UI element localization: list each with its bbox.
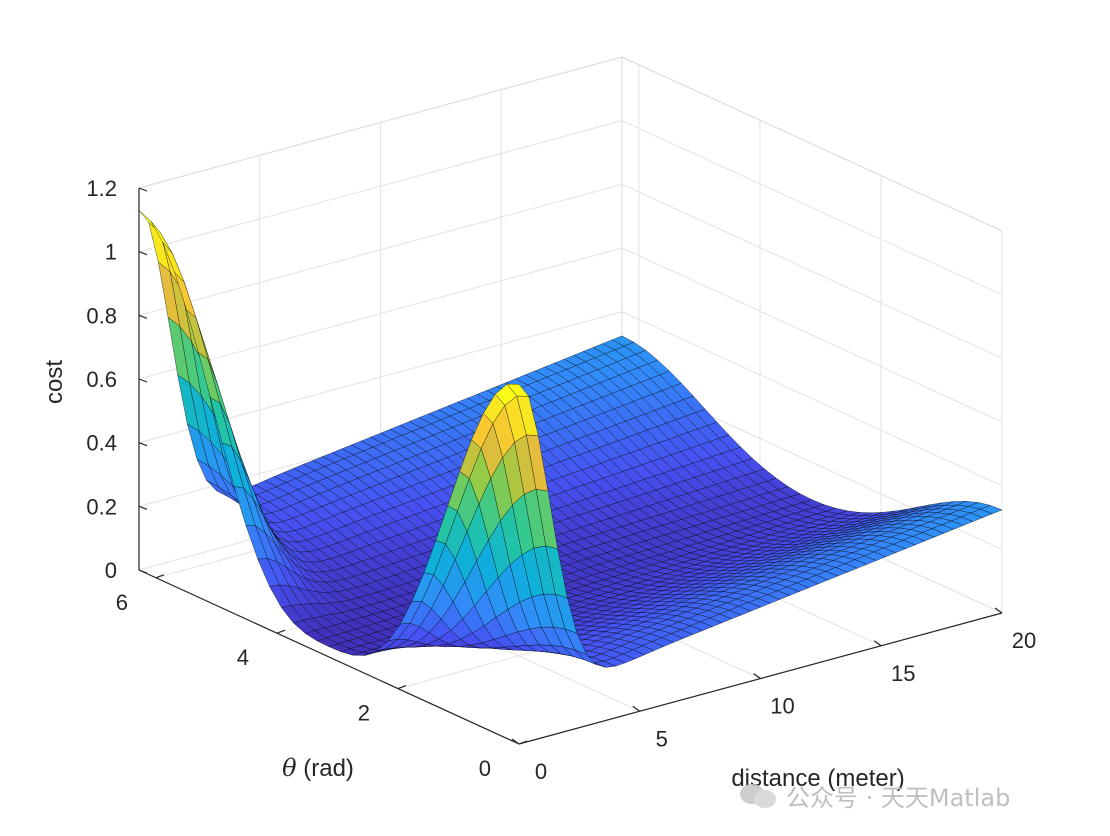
grid-line: [621, 183, 1003, 359]
y-tick-label: 4: [237, 645, 249, 670]
z-tick-label: 0.8: [86, 303, 117, 328]
z-tick: [138, 314, 148, 319]
z-tick-label: 1: [105, 240, 117, 265]
y-tick: [397, 685, 407, 690]
wechat-icon: [738, 780, 778, 810]
y-tick: [518, 740, 528, 745]
grid-line: [138, 247, 623, 380]
y-tick-label: 0: [479, 756, 491, 781]
z-tick: [138, 505, 148, 510]
z-tick: [138, 378, 148, 383]
axis-line: [138, 569, 520, 745]
box-edge: [621, 56, 1003, 232]
x-tick: [873, 640, 882, 647]
z-axis-label: cost: [41, 360, 68, 404]
z-tick-label: 0: [105, 558, 117, 583]
z-tick: [138, 442, 148, 447]
x-tick: [753, 673, 761, 679]
grid-line: [138, 120, 623, 253]
y-tick: [155, 574, 165, 579]
x-tick-label: 20: [1012, 628, 1036, 653]
grid-line: [138, 183, 623, 316]
watermark: 公众号 · 天天Matlab: [738, 778, 1010, 812]
z-tick: [138, 251, 148, 256]
x-tick: [632, 705, 641, 712]
surface-patch: [506, 383, 530, 397]
y-axis-label: θ (rad): [282, 754, 354, 782]
x-tick-label: 10: [770, 694, 794, 719]
y-tick-label: 6: [116, 590, 128, 615]
cost-surface: [138, 210, 1003, 668]
x-tick: [994, 607, 1003, 614]
z-tick-label: 1.2: [86, 176, 117, 201]
x-tick-label: 15: [891, 661, 915, 686]
box-edge: [138, 56, 623, 189]
z-tick-label: 0.2: [86, 494, 117, 519]
y-tick: [276, 629, 286, 634]
y-tick-label: 2: [358, 701, 370, 726]
z-tick: [138, 569, 148, 574]
z-tick-label: 0.6: [86, 367, 117, 392]
z-tick-label: 0.4: [86, 431, 117, 456]
watermark-text: 公众号 · 天天Matlab: [786, 783, 1011, 812]
x-tick-label: 5: [656, 726, 668, 751]
axes-lines: [138, 187, 1003, 745]
grid-line: [621, 247, 1003, 423]
z-tick: [138, 187, 148, 192]
tick-labels: 0 5 10 15 20 0 2 4 6 0 0.2 0.4 0.6 0.8 1 1.2: [86, 176, 1036, 784]
x-tick: [511, 738, 520, 745]
grid-line: [621, 311, 1003, 487]
x-tick-label: 0: [535, 759, 547, 784]
grid-line: [621, 120, 1003, 296]
